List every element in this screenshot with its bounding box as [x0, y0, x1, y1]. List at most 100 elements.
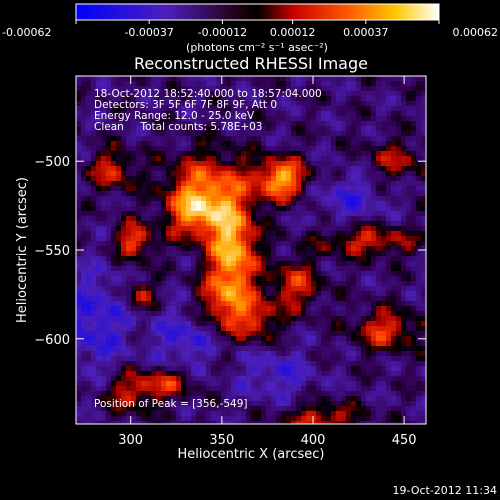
heatmap-cell [296, 211, 302, 217]
heatmap-cell [356, 151, 362, 157]
heatmap-cell [401, 316, 407, 322]
heatmap-cell [196, 151, 202, 157]
heatmap-cell [366, 296, 372, 302]
heatmap-cell [421, 121, 426, 127]
heatmap-cell [281, 251, 287, 257]
heatmap-cell [411, 246, 417, 252]
heatmap-cell [81, 111, 87, 117]
heatmap-cell [416, 206, 422, 212]
heatmap-cell [171, 326, 177, 332]
heatmap-cell [296, 251, 302, 257]
heatmap-cell [316, 266, 322, 272]
heatmap-cell [306, 156, 312, 162]
heatmap-cell [106, 351, 112, 357]
heatmap-cell [181, 121, 187, 127]
heatmap-cell [236, 341, 242, 347]
heatmap-cell [161, 301, 167, 307]
heatmap-cell [76, 236, 82, 242]
heatmap-cell [341, 176, 347, 182]
heatmap-cell [76, 281, 82, 287]
heatmap-cell [186, 371, 192, 377]
heatmap-cell [316, 101, 322, 107]
heatmap-cell [371, 261, 377, 267]
heatmap-cell [406, 221, 412, 227]
heatmap-cell [196, 316, 202, 322]
heatmap-cell [176, 311, 182, 317]
heatmap-cell [311, 416, 317, 422]
heatmap-cell [331, 146, 337, 152]
heatmap-cell [286, 246, 292, 252]
heatmap-cell [81, 316, 87, 322]
heatmap-cell [386, 201, 392, 207]
heatmap-cell [326, 86, 332, 92]
heatmap-cell [311, 421, 317, 424]
heatmap-cell [96, 296, 102, 302]
heatmap-cell [211, 241, 217, 247]
heatmap-cell [391, 111, 397, 117]
heatmap-cell [331, 396, 337, 402]
heatmap-cell [286, 76, 292, 82]
heatmap-cell [116, 276, 122, 282]
heatmap-cell [196, 301, 202, 307]
heatmap-cell [396, 221, 402, 227]
heatmap-cell [346, 216, 352, 222]
heatmap-cell [86, 346, 92, 352]
heatmap-cell [106, 416, 112, 422]
heatmap-cell [96, 421, 102, 424]
heatmap-cell [341, 151, 347, 157]
heatmap-cell [321, 381, 327, 387]
heatmap-cell [196, 371, 202, 377]
heatmap-cell [341, 331, 347, 337]
heatmap-cell [416, 106, 422, 112]
heatmap-cell [366, 96, 372, 102]
heatmap-cell [301, 371, 307, 377]
heatmap-cell [421, 76, 426, 82]
heatmap-cell [321, 261, 327, 267]
heatmap-cell [421, 241, 426, 247]
heatmap-cell [326, 311, 332, 317]
heatmap-cell [301, 261, 307, 267]
heatmap-cell [131, 371, 137, 377]
heatmap-cell [81, 411, 87, 417]
heatmap-cell [216, 91, 222, 97]
heatmap-cell [211, 196, 217, 202]
heatmap-cell [261, 381, 267, 387]
heatmap-cell [206, 201, 212, 207]
heatmap-cell [151, 341, 157, 347]
heatmap-cell [111, 236, 117, 242]
heatmap-cell [181, 211, 187, 217]
heatmap-cell [336, 241, 342, 247]
heatmap-cell [331, 356, 337, 362]
heatmap-cell [186, 401, 192, 407]
heatmap-cell [161, 381, 167, 387]
heatmap-cell [356, 141, 362, 147]
heatmap-cell [311, 351, 317, 357]
heatmap-cell [106, 211, 112, 217]
heatmap-cell [286, 316, 292, 322]
heatmap-cell [406, 166, 412, 172]
heatmap-cell [341, 191, 347, 197]
heatmap-cell [376, 166, 382, 172]
heatmap-cell [371, 171, 377, 177]
heatmap-cell [111, 221, 117, 227]
heatmap-cell [241, 366, 247, 372]
heatmap-cell [206, 186, 212, 192]
heatmap-cell [156, 166, 162, 172]
heatmap-cell [336, 301, 342, 307]
heatmap-cell [246, 206, 252, 212]
heatmap-cell [111, 246, 117, 252]
heatmap-cell [91, 186, 97, 192]
heatmap-cell [86, 286, 92, 292]
heatmap-cell [201, 306, 207, 312]
heatmap-cell [281, 411, 287, 417]
heatmap-cell [296, 121, 302, 127]
heatmap-cell [401, 411, 407, 417]
heatmap-cell [146, 326, 152, 332]
heatmap-cell [291, 391, 297, 397]
heatmap-cell [111, 321, 117, 327]
heatmap-cell [236, 291, 242, 297]
heatmap-cell [86, 101, 92, 107]
heatmap-cell [91, 231, 97, 237]
heatmap-cell [346, 166, 352, 172]
heatmap-cell [101, 281, 107, 287]
